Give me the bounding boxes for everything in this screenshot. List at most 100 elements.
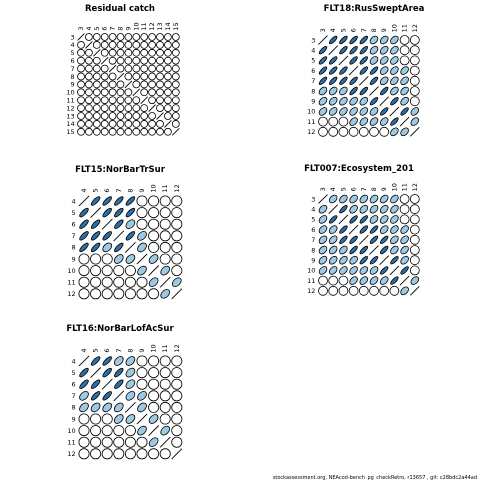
correlation-mark xyxy=(100,64,109,73)
correlation-mark xyxy=(379,215,389,224)
correlation-mark xyxy=(125,379,136,390)
panel-1: Residual catch33445566778899101011111212… xyxy=(66,4,179,136)
correlation-mark xyxy=(85,120,93,128)
correlation-mark xyxy=(409,96,420,107)
correlation-mark xyxy=(369,256,379,265)
correlation-mark xyxy=(90,242,101,253)
correlation-mark xyxy=(148,88,156,97)
row-tick-label: 9 xyxy=(71,81,75,89)
correlation-mark xyxy=(137,242,147,253)
col-tick-label: 7 xyxy=(360,187,368,191)
correlation-mark xyxy=(171,88,180,97)
correlation-mark xyxy=(156,64,164,73)
correlation-mark xyxy=(159,367,171,379)
correlation-mark xyxy=(85,48,93,57)
correlation-mark xyxy=(108,104,117,112)
row-tick-label: 10 xyxy=(307,108,315,116)
diagonal-mark xyxy=(113,390,125,402)
correlation-mark xyxy=(148,112,156,120)
correlation-mark xyxy=(318,96,328,106)
correlation-mark xyxy=(148,64,156,73)
row-tick-label: 9 xyxy=(311,257,315,265)
correlation-mark xyxy=(124,72,133,81)
correlation-mark xyxy=(108,96,117,105)
correlation-mark xyxy=(100,96,109,105)
correlation-mark xyxy=(148,355,160,367)
correlation-mark xyxy=(379,204,389,214)
correlation-mark xyxy=(78,448,90,460)
correlation-mark xyxy=(116,48,125,57)
row-tick-label: 8 xyxy=(311,246,315,254)
correlation-mark xyxy=(125,414,136,424)
correlation-mark xyxy=(338,285,349,296)
correlation-mark xyxy=(102,391,112,401)
correlation-mark xyxy=(100,72,109,81)
correlation-mark xyxy=(136,436,148,448)
correlation-mark xyxy=(164,80,172,89)
correlation-mark xyxy=(124,48,133,57)
correlation-mark xyxy=(328,285,339,296)
row-tick-label: 5 xyxy=(311,57,315,65)
correlation-mark xyxy=(171,48,180,57)
diagonal-mark xyxy=(132,88,141,97)
diagonal-mark xyxy=(78,355,90,367)
correlation-mark xyxy=(349,107,358,116)
correlation-mark xyxy=(318,116,328,127)
correlation-mark xyxy=(390,235,399,245)
correlation-mark xyxy=(399,194,410,204)
col-tick-label: 3 xyxy=(319,187,327,191)
correlation-mark xyxy=(339,245,348,255)
diagonal-mark xyxy=(93,49,101,57)
correlation-mark xyxy=(136,207,148,219)
correlation-mark xyxy=(379,117,389,126)
correlation-mark xyxy=(400,235,409,245)
correlation-mark xyxy=(116,33,125,41)
correlation-mark xyxy=(369,126,379,137)
correlation-mark xyxy=(359,245,368,255)
panel-3: FLT15:NorBarTrSur44556677889910101111121… xyxy=(67,165,183,300)
diagonal-mark xyxy=(101,218,113,230)
correlation-mark xyxy=(359,194,369,204)
correlation-mark xyxy=(102,402,113,413)
correlation-mark xyxy=(390,204,399,214)
row-tick-label: 5 xyxy=(311,216,315,224)
col-tick-label: 6 xyxy=(103,188,111,192)
diagonal-mark xyxy=(124,241,136,253)
correlation-mark xyxy=(108,72,117,81)
col-tick-label: 11 xyxy=(401,24,409,32)
correlation-mark xyxy=(369,45,379,55)
correlation-mark xyxy=(156,33,164,41)
correlation-mark xyxy=(132,48,141,57)
correlation-mark xyxy=(171,218,183,230)
row-tick-label: 6 xyxy=(311,67,315,75)
panel-title: Residual catch xyxy=(85,4,155,14)
correlation-mark xyxy=(164,104,172,112)
correlation-mark xyxy=(399,204,410,215)
correlation-mark xyxy=(400,225,409,234)
correlation-mark xyxy=(171,230,183,242)
correlation-mark xyxy=(409,55,420,66)
correlation-mark xyxy=(399,55,410,66)
correlation-mark xyxy=(140,33,149,41)
diagonal-mark xyxy=(409,126,420,137)
correlation-mark xyxy=(171,112,180,120)
col-tick-label: 7 xyxy=(115,188,123,192)
correlation-mark xyxy=(390,117,399,126)
correlation-mark xyxy=(90,425,102,437)
correlation-mark xyxy=(137,402,147,413)
diagonal-mark xyxy=(338,55,349,66)
correlation-mark xyxy=(124,127,133,136)
col-tick-label: 3 xyxy=(319,28,327,32)
correlation-mark xyxy=(77,56,85,65)
correlation-mark xyxy=(136,367,148,379)
correlation-mark xyxy=(359,215,368,224)
diagonal-mark xyxy=(379,255,390,266)
correlation-mark xyxy=(349,245,358,255)
correlation-mark xyxy=(114,379,124,389)
correlation-mark xyxy=(349,46,358,55)
correlation-mark xyxy=(77,64,85,73)
correlation-mark xyxy=(113,356,124,366)
correlation-mark xyxy=(101,288,113,300)
row-tick-label: 11 xyxy=(307,277,315,285)
correlation-mark xyxy=(92,72,101,81)
